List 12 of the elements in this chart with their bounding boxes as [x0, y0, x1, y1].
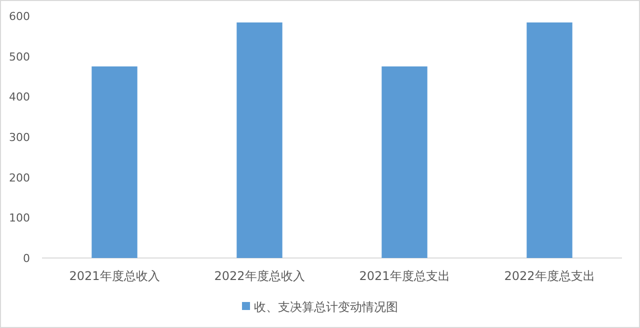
- x-tick-label: 2022年度总支出: [504, 269, 595, 283]
- y-tick-label: 100: [9, 212, 30, 225]
- y-tick-label: 500: [9, 50, 30, 64]
- x-tick-label: 2021年度总收入: [69, 269, 160, 283]
- y-tick-label: 600: [9, 10, 30, 23]
- y-tick-label: 0: [23, 252, 30, 265]
- x-tick-label: 2022年度总收入: [214, 269, 305, 283]
- y-tick-label: 300: [9, 131, 30, 144]
- legend-label: 收、支决算总计变动情况图: [254, 300, 398, 314]
- x-tick-label: 2021年度总支出: [359, 269, 450, 283]
- y-tick-label: 400: [9, 90, 30, 104]
- y-tick-label: 200: [9, 171, 30, 184]
